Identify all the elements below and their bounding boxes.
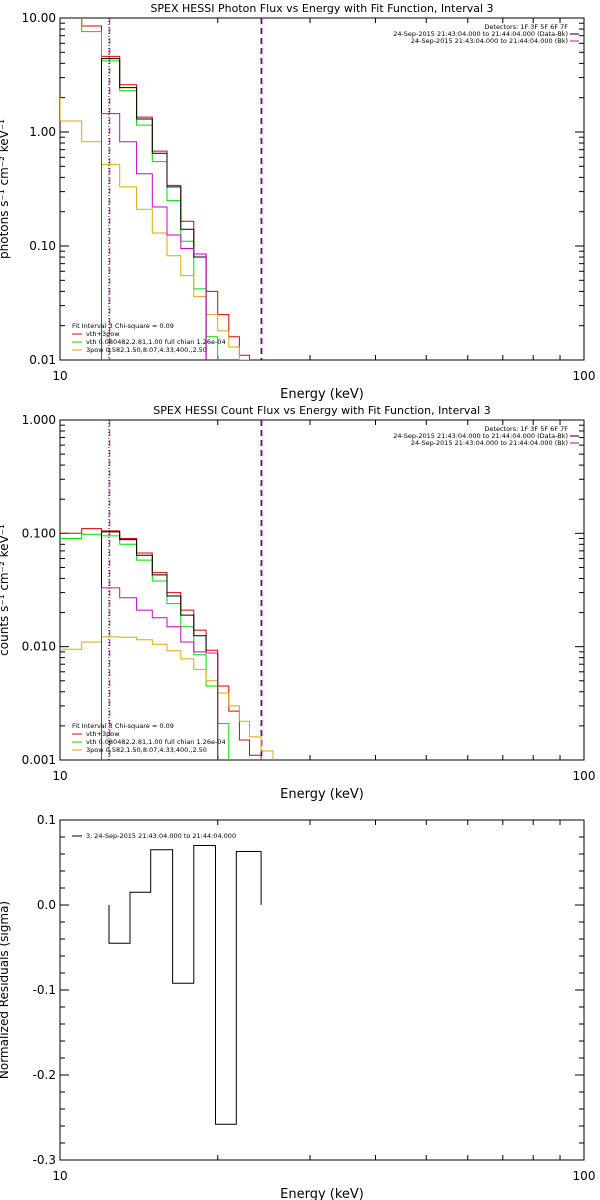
plot-area (60, 18, 263, 360)
x-axis-label: Energy (keV) (280, 787, 364, 802)
y-tick-label: -0.1 (33, 983, 56, 997)
y-tick-label: 0.1 (37, 813, 56, 827)
legend-left-entry: vth+3pow (86, 730, 120, 738)
series-line-3 (101, 531, 219, 760)
legend-left-entry: vth 0.080482,2.81,1.00 full chian 1.26e-… (86, 338, 226, 346)
legend-left-entry: 3, 24-Sep-2015 21:43:04.000 to 21:44:04.… (86, 832, 236, 840)
legend-left-entry: vth+3pow (86, 330, 120, 338)
series-line-0 (81, 18, 250, 360)
y-tick-label: 0.01 (29, 353, 56, 367)
x-tick-label: 100 (573, 769, 596, 783)
plot-frame (59, 819, 585, 1161)
x-tick-label: 10 (52, 769, 67, 783)
series-line-0 (108, 845, 262, 1125)
x-tick-label: 10 (52, 1169, 67, 1183)
legend-right-line: Detectors: 1F 3F 5F 6F 7F (484, 23, 568, 31)
plot-area (108, 845, 262, 1125)
legend-left-entry: 3pow 0.582,1.50,8.07,4.33,400.,2.50 (86, 746, 207, 754)
legend-left-header: Fit Interval 3 Chi-square = 0.09 (72, 322, 174, 330)
y-tick-label: -0.2 (33, 1068, 56, 1082)
legend-right-line: Detectors: 1F 3F 5F 6F 7F (484, 425, 568, 433)
legend-left-entry: 3pow 0.582,1.50,8.07,4.33,400.,2.50 (86, 346, 207, 354)
y-tick-label: -0.3 (33, 1153, 56, 1167)
legend-right-line: 24-Sep-2015 21:43:04.000 to 21:44:04.000… (411, 439, 568, 447)
chart-panel-2: SPEX HESSI Count Flux vs Energy with Fit… (0, 404, 596, 802)
x-tick-label: 10 (52, 369, 67, 383)
y-tick-label: 0.0 (37, 898, 56, 912)
y-tick-label: 1.00 (29, 125, 56, 139)
legend-left-entry: vth 0.080482,2.81,1.00 full chian 1.26e-… (86, 738, 226, 746)
series-line-2 (60, 636, 274, 760)
plot-area (60, 420, 274, 760)
y-tick-label: 1.000 (22, 413, 56, 427)
series-line-4 (101, 587, 219, 760)
x-tick-label: 100 (573, 1169, 596, 1183)
x-tick-label: 100 (573, 369, 596, 383)
legend-right-line: 24-Sep-2015 21:43:04.000 to 21:44:04.000… (411, 37, 568, 45)
series-line-2 (60, 97, 250, 360)
y-tick-label: 10.00 (22, 11, 56, 25)
y-tick-label: 0.100 (22, 526, 56, 540)
y-axis-label: Normalized Residuals (sigma) (0, 901, 11, 1079)
chart-title: SPEX HESSI Photon Flux vs Energy with Fi… (150, 2, 493, 15)
y-tick-label: 0.001 (22, 753, 56, 767)
x-axis-label: Energy (keV) (280, 387, 364, 402)
series-line-4 (101, 113, 207, 360)
chart-panel-1: SPEX HESSI Photon Flux vs Energy with Fi… (0, 2, 596, 402)
chart-title: SPEX HESSI Count Flux vs Energy with Fit… (153, 404, 490, 417)
legend-left-header: Fit Interval 3 Chi-square = 0.09 (72, 722, 174, 730)
plot-frame (59, 17, 585, 361)
y-axis-label: counts s⁻¹ cm⁻² keV⁻¹ (0, 524, 11, 656)
series-line-0 (60, 528, 262, 760)
plot-frame (59, 419, 585, 761)
y-tick-label: 0.010 (22, 640, 56, 654)
series-line-1 (60, 533, 230, 760)
series-line-3 (101, 58, 207, 360)
y-tick-label: 0.10 (29, 239, 56, 253)
legend-right-line: 24-Sep-2015 21:43:04.000 to 21:44:04.000… (393, 432, 568, 440)
x-axis-label: Energy (keV) (280, 1187, 364, 1200)
chart-panel-3: 10 100 -0.3 -0.2 -0.1 0.0 0.1 Energy (keV) Norma… (0, 813, 595, 1200)
y-axis-label: photons s⁻¹ cm⁻² keV⁻¹ (0, 119, 11, 259)
legend-right-line: 24-Sep-2015 21:43:04.000 to 21:44:04.000… (393, 30, 568, 38)
